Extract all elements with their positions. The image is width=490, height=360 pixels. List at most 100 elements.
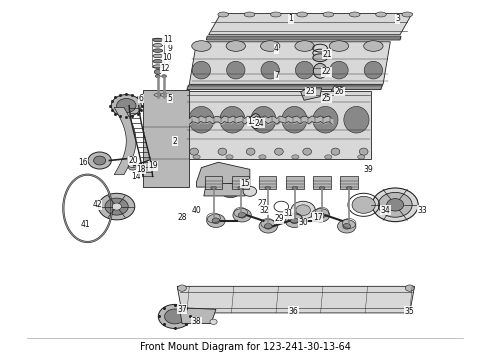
Polygon shape: [204, 184, 247, 196]
Polygon shape: [187, 85, 383, 90]
Ellipse shape: [153, 59, 163, 63]
Ellipse shape: [246, 148, 255, 155]
Bar: [205, 176, 222, 189]
Ellipse shape: [270, 12, 281, 17]
Ellipse shape: [221, 184, 240, 198]
Ellipse shape: [338, 220, 356, 233]
Text: 36: 36: [289, 307, 298, 316]
Ellipse shape: [359, 148, 368, 155]
Ellipse shape: [192, 61, 211, 79]
Polygon shape: [331, 86, 344, 92]
Ellipse shape: [303, 148, 312, 155]
Ellipse shape: [250, 114, 261, 129]
Ellipse shape: [210, 319, 217, 324]
Polygon shape: [143, 90, 189, 187]
Ellipse shape: [212, 218, 220, 224]
Ellipse shape: [259, 220, 277, 233]
Ellipse shape: [274, 148, 283, 155]
Ellipse shape: [343, 224, 351, 229]
Ellipse shape: [297, 12, 307, 17]
Ellipse shape: [111, 95, 141, 117]
Ellipse shape: [313, 63, 327, 78]
Ellipse shape: [372, 188, 418, 222]
Ellipse shape: [211, 186, 217, 189]
Polygon shape: [187, 91, 371, 159]
Ellipse shape: [226, 61, 245, 79]
Ellipse shape: [323, 12, 334, 17]
Text: 41: 41: [80, 220, 90, 229]
Text: 7: 7: [274, 71, 279, 80]
Ellipse shape: [226, 155, 233, 159]
Text: 26: 26: [335, 87, 344, 96]
Text: 1: 1: [289, 14, 294, 23]
Bar: [232, 176, 249, 189]
Ellipse shape: [317, 212, 324, 218]
Ellipse shape: [349, 12, 360, 17]
Ellipse shape: [244, 12, 255, 17]
Text: 31: 31: [284, 209, 294, 218]
Ellipse shape: [330, 61, 348, 79]
Ellipse shape: [291, 218, 298, 224]
Text: 29: 29: [274, 215, 284, 224]
Text: 28: 28: [177, 213, 187, 222]
Ellipse shape: [378, 192, 412, 217]
Bar: [152, 37, 164, 67]
Ellipse shape: [285, 214, 304, 228]
Ellipse shape: [295, 61, 314, 79]
Text: 27: 27: [257, 198, 267, 207]
Ellipse shape: [112, 203, 122, 210]
Ellipse shape: [292, 186, 298, 189]
Text: 42: 42: [93, 200, 102, 209]
Ellipse shape: [190, 148, 198, 155]
Text: 16: 16: [78, 158, 88, 167]
Polygon shape: [189, 42, 391, 84]
Text: 34: 34: [381, 206, 391, 215]
Ellipse shape: [322, 94, 331, 102]
Text: 20: 20: [129, 156, 138, 165]
Ellipse shape: [325, 155, 332, 159]
Ellipse shape: [165, 309, 185, 324]
Ellipse shape: [207, 214, 225, 228]
Ellipse shape: [218, 12, 228, 17]
Text: Front Mount Diagram for 123-241-30-13-64: Front Mount Diagram for 123-241-30-13-64: [140, 342, 350, 352]
Text: 24: 24: [255, 119, 264, 128]
Ellipse shape: [153, 44, 163, 47]
Text: 2: 2: [172, 136, 177, 145]
Ellipse shape: [296, 205, 310, 215]
Polygon shape: [206, 36, 401, 40]
Text: 38: 38: [192, 317, 201, 326]
Ellipse shape: [88, 152, 111, 169]
Ellipse shape: [178, 285, 186, 291]
Polygon shape: [196, 162, 250, 187]
Text: 5: 5: [168, 94, 172, 103]
Ellipse shape: [160, 94, 168, 96]
Ellipse shape: [154, 94, 162, 96]
Ellipse shape: [233, 208, 251, 222]
Ellipse shape: [344, 107, 369, 133]
Text: 30: 30: [298, 218, 308, 227]
Ellipse shape: [352, 196, 375, 213]
Text: 32: 32: [260, 206, 269, 215]
Ellipse shape: [405, 285, 414, 291]
Polygon shape: [209, 13, 412, 35]
Ellipse shape: [238, 212, 246, 218]
Ellipse shape: [94, 156, 106, 165]
Ellipse shape: [220, 107, 245, 133]
Ellipse shape: [313, 54, 327, 62]
Ellipse shape: [218, 148, 227, 155]
Ellipse shape: [193, 155, 200, 159]
Ellipse shape: [153, 54, 163, 58]
Ellipse shape: [311, 208, 330, 222]
Text: 17: 17: [313, 213, 322, 222]
Ellipse shape: [364, 61, 383, 79]
Ellipse shape: [192, 41, 211, 51]
Ellipse shape: [291, 201, 315, 219]
Text: 39: 39: [364, 165, 373, 174]
Text: 37: 37: [177, 305, 187, 314]
Text: 35: 35: [405, 307, 415, 316]
Ellipse shape: [346, 186, 352, 189]
Ellipse shape: [153, 38, 163, 42]
Ellipse shape: [117, 99, 136, 113]
Ellipse shape: [295, 41, 314, 51]
Bar: [341, 176, 358, 189]
